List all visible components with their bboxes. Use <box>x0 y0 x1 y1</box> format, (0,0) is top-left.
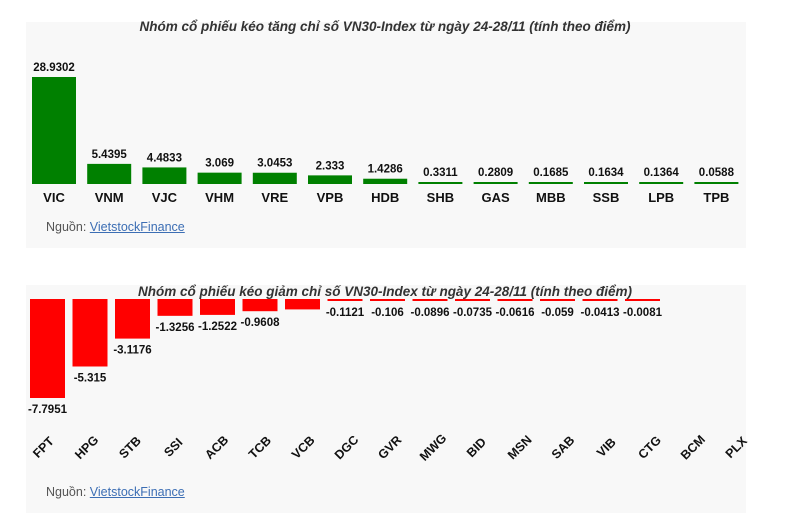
source-label: Nguồn: <box>46 220 87 234</box>
bar-ssi <box>157 299 193 316</box>
category-label: HPG <box>72 433 101 462</box>
category-label: ACB <box>202 433 231 462</box>
value-label: 3.069 <box>205 158 234 170</box>
category-label: MSN <box>505 433 535 463</box>
bar-bid <box>455 299 490 301</box>
bar-vpb <box>308 175 352 184</box>
category-label: SSB <box>593 190 620 205</box>
category-label: MBB <box>536 190 566 205</box>
category-label: BID <box>464 435 489 460</box>
bar-vjc <box>142 167 187 184</box>
bar-vre <box>252 172 297 184</box>
value-label: -0.0735 <box>453 307 493 319</box>
category-label: SAB <box>549 433 578 462</box>
value-label: -0.1121 <box>326 307 365 319</box>
value-label: -0.0413 <box>580 307 619 319</box>
category-label: SHB <box>427 190 454 205</box>
bar-tpb <box>694 182 739 184</box>
value-label: -0.0896 <box>410 307 449 319</box>
bar-vic <box>32 77 76 184</box>
category-label: VNM <box>95 190 124 205</box>
category-label: GAS <box>482 190 511 205</box>
category-label: DGC <box>332 433 362 463</box>
source-link[interactable]: VietstockFinance <box>89 485 185 499</box>
bar-dgc <box>327 299 363 301</box>
bar-gvr <box>370 299 405 301</box>
losers-chart-title: Nhóm cổ phiếu kéo giảm chỉ số VN30-Index… <box>138 284 632 299</box>
bar-lpb <box>639 182 684 184</box>
value-label: -7.7951 <box>28 404 68 416</box>
category-label: TCB <box>246 433 274 461</box>
value-label: 0.3311 <box>423 167 458 179</box>
value-label: -1.2522 <box>198 321 237 333</box>
source-link[interactable]: VietstockFinance <box>89 220 185 234</box>
category-label: SSI <box>161 435 185 459</box>
value-label: 0.1364 <box>644 167 680 179</box>
value-label: 1.4286 <box>368 164 403 176</box>
gainers-source: Nguồn: VietstockFinance <box>46 220 185 234</box>
category-label: BCM <box>678 432 708 462</box>
value-label: -0.9608 <box>240 317 280 329</box>
value-label: 3.0453 <box>257 158 292 170</box>
category-label: VPB <box>317 190 344 205</box>
bar-vcb <box>285 299 320 310</box>
value-label: 0.1634 <box>588 167 624 179</box>
value-label: 0.2809 <box>478 167 513 179</box>
bar-mbb <box>528 182 573 184</box>
category-label: VCB <box>289 433 318 462</box>
value-label: -5.315 <box>74 373 107 385</box>
bar-vib <box>582 299 618 301</box>
category-label: LPB <box>648 190 674 205</box>
category-label: HDB <box>371 190 399 205</box>
chart-panel-gainers <box>26 22 746 248</box>
bar-sab <box>540 299 575 301</box>
value-label: -1.3256 <box>155 322 194 334</box>
losers-source: Nguồn: VietstockFinance <box>46 485 185 499</box>
value-label: 0.0588 <box>699 167 735 179</box>
bar-msn <box>497 299 533 301</box>
category-label: TPB <box>703 190 729 205</box>
bar-stb <box>115 299 150 339</box>
value-label: -0.0081 <box>623 307 663 319</box>
value-label: 28.9302 <box>33 62 75 74</box>
category-label: STB <box>116 434 144 462</box>
category-label: VHM <box>205 190 234 205</box>
value-label: 2.333 <box>316 160 345 172</box>
category-label: MWG <box>417 431 449 463</box>
bar-fpt <box>30 299 65 398</box>
value-label: -3.1176 <box>113 345 151 357</box>
value-label: 0.1685 <box>533 167 569 179</box>
value-label: -0.106 <box>371 307 404 319</box>
category-label: VRE <box>261 190 288 205</box>
gainers-chart-title: Nhóm cổ phiếu kéo tăng chỉ số VN30-Index… <box>139 19 631 34</box>
source-label: Nguồn: <box>46 485 87 499</box>
bar-shb <box>418 182 463 184</box>
bar-vnm <box>87 163 132 184</box>
bar-acb <box>200 299 235 315</box>
category-label: PLX <box>723 433 751 461</box>
bar-ssb <box>584 182 628 184</box>
bar-ctg <box>625 299 660 301</box>
bar-mwg <box>412 299 448 301</box>
bar-vhm <box>197 172 242 184</box>
category-label: CTG <box>635 433 664 462</box>
bar-gas <box>473 182 518 184</box>
value-label: -0.0616 <box>495 307 534 319</box>
value-label: -0.059 <box>541 307 574 319</box>
value-label: 4.4833 <box>147 152 182 164</box>
bar-tcb <box>242 299 278 312</box>
bar-hdb <box>363 178 408 184</box>
value-label: 5.4395 <box>92 149 128 161</box>
category-label: VIC <box>43 190 65 205</box>
bar-hpg <box>72 299 108 367</box>
category-label: VIB <box>594 435 619 460</box>
category-label: VJC <box>152 190 178 205</box>
category-label: GVR <box>375 433 404 462</box>
category-label: FPT <box>30 434 57 461</box>
